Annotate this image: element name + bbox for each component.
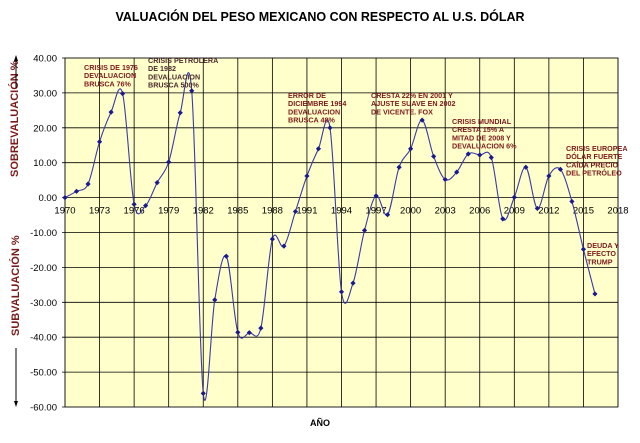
data-point-marker-icon: [580, 246, 587, 252]
data-point-marker-icon: [511, 194, 517, 200]
data-point-marker-icon: [442, 176, 448, 183]
x-tick-label: 2009: [504, 206, 525, 217]
data-point-marker-icon: [315, 146, 322, 152]
data-point-marker-icon: [304, 173, 310, 179]
y-tick-label: -30.00: [30, 298, 57, 309]
data-point-marker-icon: [73, 188, 80, 194]
y-tick-label: 40.00: [33, 54, 57, 65]
chart-annotation: CRISIS EUROPEA DÓLAR FUERTE CAÍDA PRECIO DE…: [566, 144, 628, 178]
data-point-marker-icon: [120, 90, 126, 97]
data-point-marker-icon: [384, 212, 391, 218]
x-tick-label: 1970: [54, 206, 75, 217]
y-tick-label: 0.00: [39, 193, 58, 204]
data-point-marker-icon: [235, 329, 241, 335]
x-tick-label: 2018: [607, 206, 628, 217]
x-tick-label: 1973: [89, 206, 110, 217]
data-point-marker-icon: [189, 88, 195, 94]
x-tick-label: 1997: [365, 206, 386, 217]
data-point-marker-icon: [177, 110, 183, 116]
y-tick-label: -10.00: [30, 228, 57, 239]
data-point-marker-icon: [258, 325, 264, 331]
x-tick-label: 1994: [331, 206, 352, 217]
x-tick-label: 1976: [124, 206, 145, 217]
y-tick-label: -40.00: [30, 333, 57, 344]
data-point-marker-icon: [350, 280, 356, 286]
x-tick-label: 1988: [262, 206, 283, 217]
data-point-marker-icon: [96, 139, 103, 145]
y-tick-label: 10.00: [33, 158, 57, 169]
data-point-marker-icon: [500, 216, 506, 222]
data-point-marker-icon: [212, 297, 218, 303]
data-point-marker-icon: [523, 164, 529, 170]
y-tick-label: -50.00: [30, 368, 57, 379]
y-tick-label: -60.00: [30, 403, 57, 414]
x-tick-label: 2012: [538, 206, 559, 217]
data-point-marker-icon: [327, 125, 333, 131]
chart-annotation: CRISIS MUNDIAL CRESTA 15% A MITAD DE 2008 …: [452, 117, 517, 151]
x-axis-label: AÑO: [310, 418, 330, 428]
data-point-marker-icon: [546, 173, 552, 179]
chart-annotation: DEUDA Y EFECTO TRUMP: [587, 241, 619, 266]
data-point-marker-icon: [338, 289, 345, 295]
x-tick-label: 2015: [573, 206, 594, 217]
x-tick-label: 1991: [296, 206, 317, 217]
x-tick-label: 1982: [193, 206, 214, 217]
data-point-marker-icon: [477, 152, 483, 158]
data-point-marker-icon: [408, 146, 414, 152]
data-point-marker-icon: [200, 390, 206, 396]
x-tick-label: 2003: [435, 206, 456, 217]
data-point-marker-icon: [419, 117, 425, 123]
data-point-marker-icon: [143, 203, 149, 209]
data-point-marker-icon: [131, 201, 137, 207]
data-point-marker-icon: [223, 253, 229, 259]
axis-arrow-up-icon: [14, 55, 18, 88]
data-point-marker-icon: [166, 159, 172, 165]
chart-annotation: ERROR DE DICIEMBRE 1994 DEVALUACION BRUSCA …: [288, 91, 346, 125]
data-point-marker-icon: [569, 198, 575, 205]
data-point-marker-icon: [108, 109, 114, 115]
data-point-marker-icon: [154, 179, 160, 186]
data-point-marker-icon: [246, 330, 252, 336]
data-point-marker-icon: [281, 243, 287, 249]
data-point-marker-icon: [488, 154, 494, 161]
y-tick-label: -20.00: [30, 263, 57, 274]
data-point-marker-icon: [269, 236, 275, 242]
data-point-marker-icon: [85, 181, 91, 187]
data-point-marker-icon: [465, 151, 471, 157]
data-point-marker-icon: [454, 169, 460, 175]
data-point-marker-icon: [431, 153, 437, 160]
chart-annotation: CRESTA 22% EN 2001 Y AJUSTE SUAVE EN 2002…: [371, 91, 456, 116]
data-point-marker-icon: [557, 166, 563, 172]
data-point-marker-icon: [292, 208, 299, 215]
chart-annotation: CRISIS DE 1976 DEVALUACION BRUSCA 76%: [84, 63, 138, 88]
data-point-marker-icon: [361, 227, 368, 234]
y-tick-label: 20.00: [33, 123, 57, 134]
axis-arrow-down-icon: [14, 348, 18, 407]
y-tick-label: 30.00: [33, 88, 57, 99]
plot-area: 40.00 30.00 20.00 10.00 0.00 -10.00 -20.00 -30.…: [30, 54, 629, 414]
data-point-marker-icon: [373, 193, 379, 199]
x-tick-label: 2006: [469, 206, 490, 217]
data-point-marker-icon: [592, 291, 598, 297]
x-tick-label: 1985: [227, 206, 248, 217]
chart-title: VALUACIÓN DEL PESO MEXICANO CON RESPECTO…: [115, 10, 525, 24]
data-point-marker-icon: [62, 195, 68, 201]
x-tick-label: 2000: [400, 206, 421, 217]
chart-annotation: CRISIS PETROLERA DE 1982 DEVALUACION BRUSCA…: [148, 56, 218, 90]
data-point-marker-icon: [396, 164, 402, 170]
x-tick-label: 1979: [158, 206, 179, 217]
data-point-marker-icon: [534, 205, 540, 212]
